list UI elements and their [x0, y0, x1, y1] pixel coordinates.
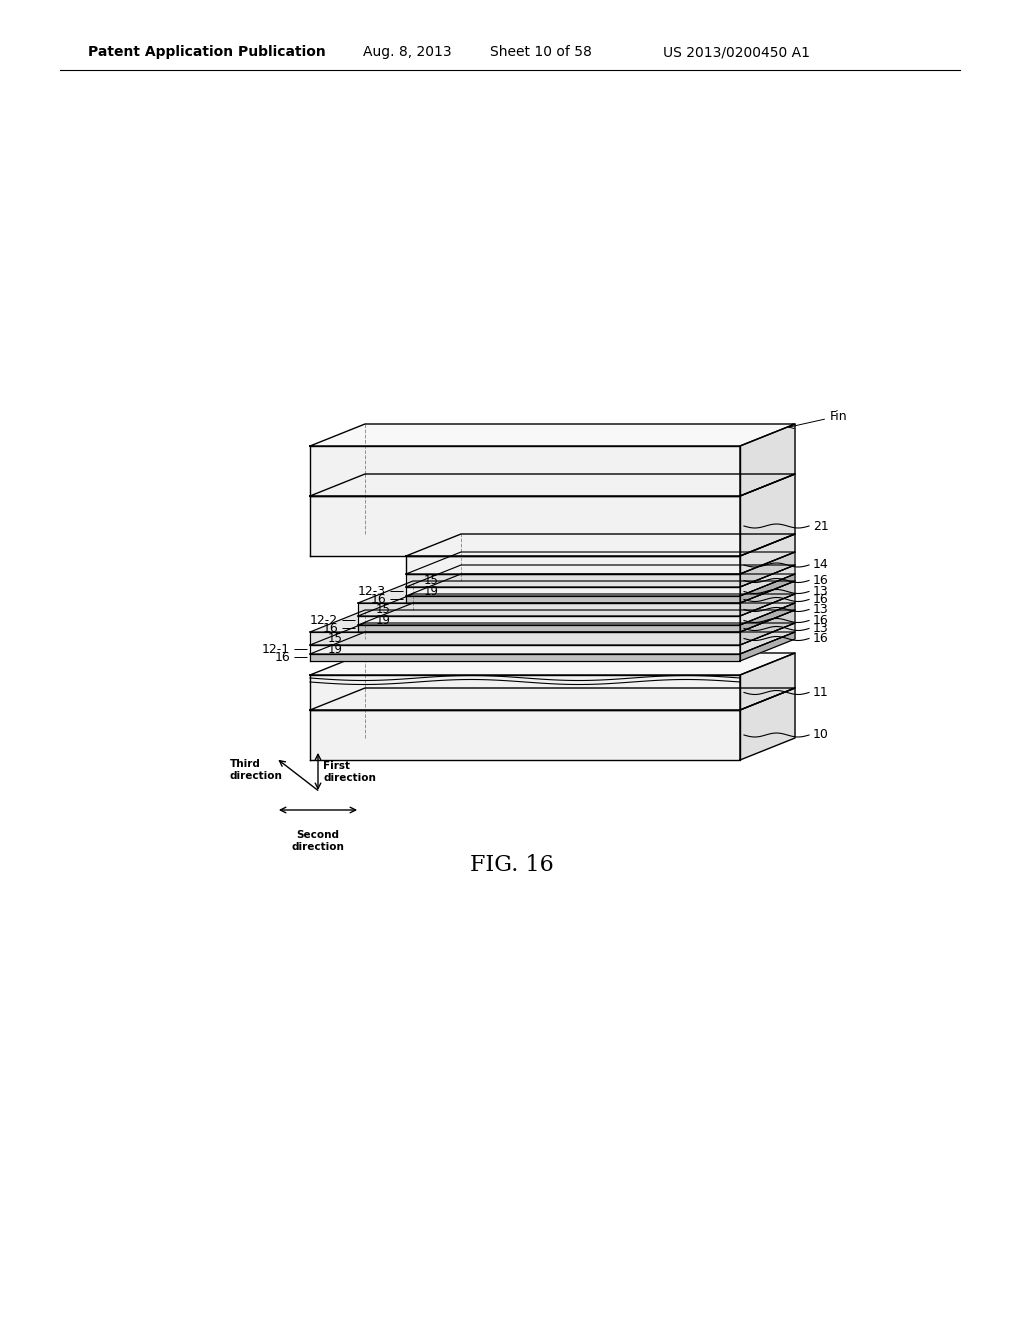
Polygon shape [406, 574, 740, 587]
Text: 12-2: 12-2 [310, 614, 338, 627]
Text: Patent Application Publication: Patent Application Publication [88, 45, 326, 59]
Polygon shape [406, 574, 795, 597]
Text: 16: 16 [813, 614, 828, 627]
Polygon shape [740, 424, 795, 496]
Text: 12-3: 12-3 [357, 585, 386, 598]
Polygon shape [358, 616, 740, 624]
Text: Third
direction: Third direction [230, 759, 283, 781]
Polygon shape [358, 594, 795, 616]
Text: 13: 13 [813, 585, 828, 598]
Polygon shape [740, 552, 795, 587]
Polygon shape [406, 587, 740, 597]
Text: 13: 13 [813, 603, 828, 616]
Text: 14: 14 [813, 558, 828, 572]
Polygon shape [310, 610, 795, 632]
Text: Aug. 8, 2013: Aug. 8, 2013 [362, 45, 452, 59]
Text: 16: 16 [813, 632, 828, 645]
Text: Fin: Fin [788, 409, 848, 429]
Text: US 2013/0200450 A1: US 2013/0200450 A1 [663, 45, 810, 59]
Polygon shape [310, 653, 795, 675]
Text: 19: 19 [376, 614, 391, 627]
Polygon shape [310, 424, 795, 446]
Polygon shape [406, 556, 740, 574]
Polygon shape [740, 565, 795, 597]
Text: 16: 16 [813, 574, 828, 587]
Polygon shape [358, 624, 740, 632]
Text: 15: 15 [328, 632, 343, 645]
Polygon shape [740, 623, 795, 653]
Text: 13: 13 [813, 622, 828, 635]
Text: 16: 16 [274, 651, 290, 664]
Polygon shape [406, 552, 795, 574]
Polygon shape [740, 632, 795, 661]
Text: 10: 10 [813, 729, 828, 742]
Polygon shape [358, 603, 795, 624]
Text: 16: 16 [371, 593, 386, 606]
Polygon shape [310, 710, 740, 760]
Text: 21: 21 [813, 520, 828, 532]
Text: FIG. 16: FIG. 16 [470, 854, 554, 876]
Text: 15: 15 [376, 603, 391, 616]
Polygon shape [358, 581, 795, 603]
Polygon shape [310, 645, 740, 653]
Polygon shape [310, 632, 795, 653]
Polygon shape [406, 535, 795, 556]
Text: Sheet 10 of 58: Sheet 10 of 58 [490, 45, 592, 59]
Polygon shape [740, 688, 795, 760]
Polygon shape [310, 623, 795, 645]
Text: 15: 15 [424, 574, 439, 587]
Text: 16: 16 [813, 593, 828, 606]
Polygon shape [740, 603, 795, 632]
Text: 19: 19 [424, 585, 439, 598]
Polygon shape [358, 603, 740, 616]
Polygon shape [740, 581, 795, 616]
Polygon shape [310, 688, 795, 710]
Text: 19: 19 [328, 643, 343, 656]
Polygon shape [310, 632, 740, 645]
Text: 12-1: 12-1 [262, 643, 290, 656]
Polygon shape [406, 565, 795, 587]
Polygon shape [310, 474, 795, 496]
Polygon shape [310, 653, 740, 661]
Polygon shape [740, 653, 795, 710]
Polygon shape [740, 610, 795, 645]
Polygon shape [310, 446, 740, 496]
Polygon shape [740, 474, 795, 556]
Polygon shape [406, 597, 740, 603]
Polygon shape [740, 574, 795, 603]
Polygon shape [740, 535, 795, 574]
Text: 11: 11 [813, 686, 828, 700]
Polygon shape [740, 594, 795, 624]
Text: Second
direction: Second direction [292, 830, 344, 851]
Polygon shape [310, 496, 740, 556]
Text: First
direction: First direction [323, 762, 376, 783]
Text: 16: 16 [323, 622, 338, 635]
Polygon shape [310, 675, 740, 710]
